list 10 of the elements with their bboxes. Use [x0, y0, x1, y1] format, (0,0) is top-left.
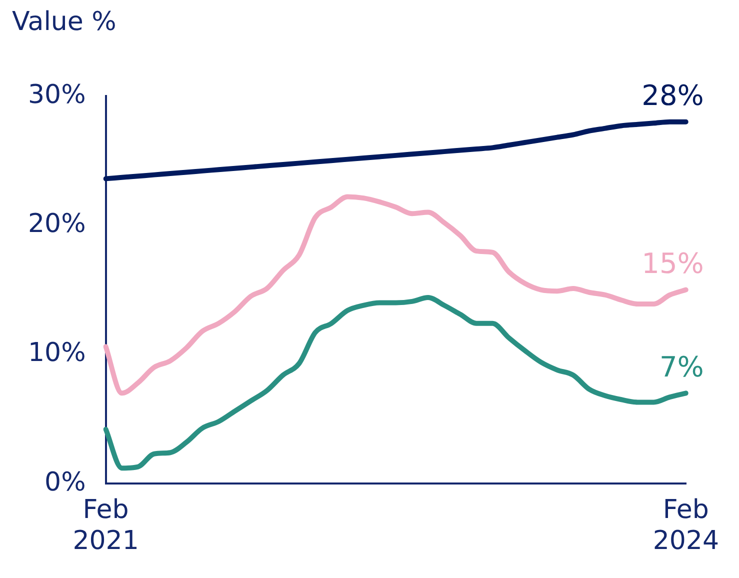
y-tick-label: 0%	[44, 467, 86, 498]
y-axis-title: Value %	[12, 6, 116, 37]
x-tick-label: Feb 2021	[72, 494, 139, 556]
x-tick-label: Feb 2024	[652, 494, 719, 556]
y-tick-label: 30%	[28, 80, 86, 110]
data-label: 15%	[642, 247, 704, 280]
data-label: 28%	[642, 79, 704, 112]
y-tick-label: 20%	[28, 208, 86, 239]
data-label: 7%	[659, 350, 704, 384]
y-tick-label: 10%	[28, 338, 86, 368]
